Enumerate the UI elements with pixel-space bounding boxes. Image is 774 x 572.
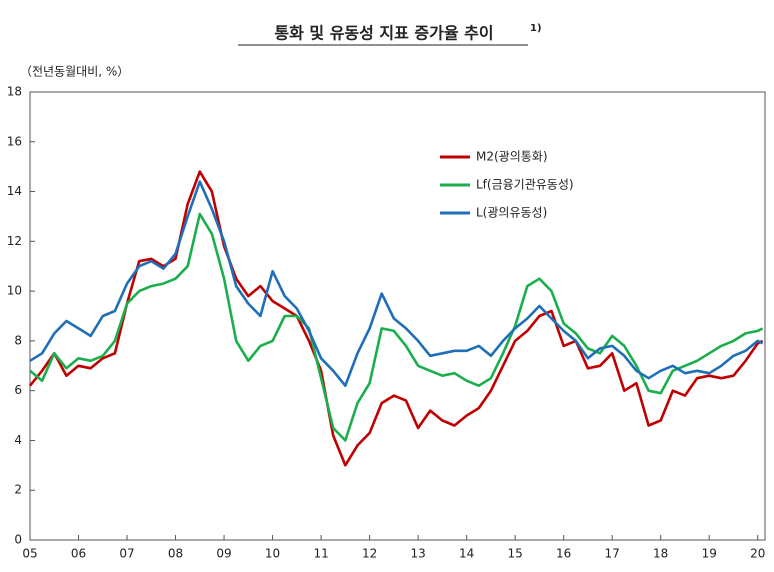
series-line <box>29 180 764 387</box>
x-tick-label: 11 <box>313 547 328 561</box>
legend-label: Lf(금융기관유동성) <box>476 178 574 192</box>
x-tick-label: 16 <box>556 547 571 561</box>
y-tick-label: 8 <box>14 333 22 347</box>
x-tick-label: 06 <box>71 547 86 561</box>
y-tick-label: 16 <box>7 134 22 148</box>
x-tick-label: 08 <box>168 547 183 561</box>
x-tick-label: 15 <box>508 547 523 561</box>
y-tick-label: 18 <box>7 85 22 99</box>
y-tick-label: 10 <box>7 284 22 298</box>
x-tick-label: 18 <box>653 547 668 561</box>
series-line <box>28 170 764 467</box>
chart-title: 통화 및 유동성 지표 증가율 추이 <box>274 24 493 43</box>
x-tick-label: 17 <box>605 547 620 561</box>
x-tick-label: 09 <box>216 547 231 561</box>
y-tick-label: 2 <box>14 483 22 497</box>
y-tick-label: 14 <box>7 184 22 198</box>
y-tick-label: 0 <box>14 533 22 547</box>
x-tick-label: 14 <box>459 547 474 561</box>
legend-label: L(광의유동성) <box>476 206 547 220</box>
x-tick-label: 05 <box>22 547 37 561</box>
y-tick-label: 6 <box>14 383 22 397</box>
x-tick-label: 07 <box>119 547 134 561</box>
series-line <box>29 212 764 442</box>
y-tick-label: 4 <box>14 433 22 447</box>
title-note: 1) <box>530 23 542 34</box>
x-tick-label: 19 <box>702 547 717 561</box>
x-tick-label: 20 <box>750 547 765 561</box>
x-tick-label: 12 <box>362 547 377 561</box>
legend-label: M2(광의통화) <box>476 150 548 164</box>
x-tick-label: 13 <box>410 547 425 561</box>
y-tick-label: 12 <box>7 234 22 248</box>
x-tick-label: 10 <box>265 547 280 561</box>
y-axis-label: （전년동월대비, %） <box>20 65 129 79</box>
plot-frame <box>29 91 766 541</box>
